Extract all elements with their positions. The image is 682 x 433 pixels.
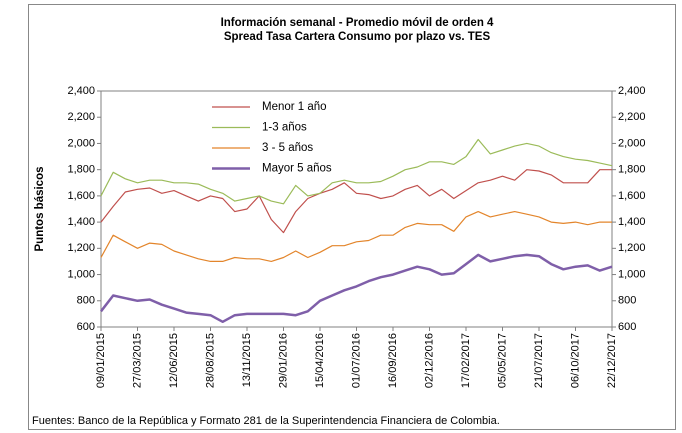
series-line <box>100 138 613 205</box>
x-tick-label: 05/05/2017 <box>496 333 508 388</box>
chart-subtitle: Spread Tasa Cartera Consumo por plazo vs… <box>224 31 491 43</box>
y-tick-label: 800 <box>77 295 95 307</box>
legend-label: 1-3 años <box>262 122 307 134</box>
y2-tick-label: 800 <box>618 295 636 307</box>
source-note: Fuentes: Banco de la República y Formato… <box>32 415 500 427</box>
legend-label: Menor 1 año <box>262 101 327 113</box>
x-tick-label: 29/01/2016 <box>277 333 289 388</box>
y2-tick-label: 1,000 <box>618 268 646 280</box>
x-tick-label: 27/03/2015 <box>131 333 143 388</box>
y2-tick-label: 1,600 <box>618 190 646 202</box>
y2-tick-label: 1,400 <box>618 216 646 228</box>
y-tick-label: 1,200 <box>67 242 95 254</box>
x-tick-label: 15/04/2016 <box>314 333 326 388</box>
y-tick-label: 600 <box>77 321 95 333</box>
x-tick-label: 21/07/2017 <box>533 333 545 388</box>
y2-tick-label: 2,200 <box>618 111 646 123</box>
y-tick-label: 2,400 <box>67 85 95 97</box>
series-line <box>100 169 612 234</box>
x-tick-label: 16/09/2016 <box>387 333 399 388</box>
x-tick-label: 17/02/2017 <box>460 333 472 388</box>
chart-title: Información semanal - Promedio móvil de … <box>221 17 494 29</box>
plot-area <box>100 90 613 328</box>
y-tick-label: 1,000 <box>67 268 95 280</box>
x-tick-label: 09/01/2015 <box>95 333 107 388</box>
legend-label: Mayor 5 años <box>262 163 332 175</box>
y2-tick-label: 2,000 <box>618 137 646 149</box>
y2-tick-label: 600 <box>618 321 636 333</box>
series-line <box>100 211 612 262</box>
x-tick-label: 12/06/2015 <box>168 333 180 388</box>
y-tick-label: 1,600 <box>67 190 95 202</box>
y2-tick-label: 2,400 <box>618 85 646 97</box>
y-axis-title: Puntos básicos <box>34 167 46 252</box>
x-tick-label: 13/11/2015 <box>241 333 253 387</box>
series-line <box>100 253 613 324</box>
legend-label: 3 - 5 años <box>262 142 313 154</box>
x-tick-label: 22/12/2017 <box>606 333 618 388</box>
x-tick-label: 01/07/2016 <box>350 333 362 388</box>
y-tick-label: 1,400 <box>67 216 95 228</box>
y-tick-label: 2,000 <box>67 137 95 149</box>
frame <box>28 4 676 430</box>
x-tick-label: 28/08/2015 <box>204 333 216 388</box>
y2-tick-label: 1,800 <box>618 164 646 176</box>
y-tick-label: 1,800 <box>67 164 95 176</box>
y2-tick-label: 1,200 <box>618 242 646 254</box>
x-tick-label: 06/10/2017 <box>569 333 581 388</box>
x-tick-label: 02/12/2016 <box>423 333 435 388</box>
y-tick-label: 2,200 <box>67 111 95 123</box>
